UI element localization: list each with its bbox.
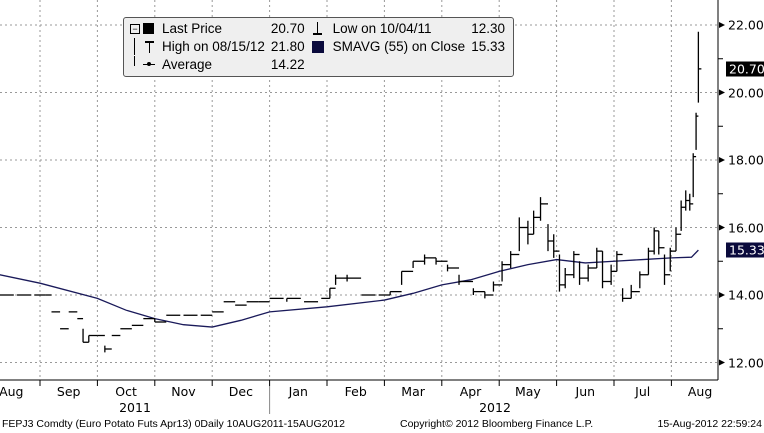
- y-tick-mark: [719, 157, 725, 163]
- legend-last-price-label: Last Price: [162, 21, 223, 36]
- y-tick-mark: [719, 359, 725, 366]
- low-marker: [311, 20, 327, 37]
- average-marker: [130, 56, 156, 73]
- month-label: Sep: [56, 384, 81, 399]
- y-tick-label: 16.00: [728, 220, 764, 235]
- month-label: Aug: [0, 384, 24, 399]
- month-label: Apr: [459, 384, 482, 399]
- sma-swatch-icon: [311, 41, 324, 53]
- month-label: Jan: [288, 384, 308, 399]
- y-tick-mark: [719, 89, 725, 96]
- footer-copyright: Copyright© 2012 Bloomberg Finance L.P.: [400, 418, 594, 430]
- legend-low-value: 12.30: [471, 21, 505, 36]
- y-tick-label: 18.00: [728, 152, 764, 168]
- y-tick-label: 12.00: [728, 355, 764, 370]
- low-marker-base: [312, 33, 322, 35]
- y-tick-label: 20.00: [728, 85, 764, 100]
- footer-timestamp: 15-Aug-2012 22:59:24: [657, 418, 762, 430]
- legend-high-label: High on 08/15/12: [162, 39, 265, 54]
- average-marker-dot: [147, 62, 151, 66]
- y-tick-label: 14.00: [728, 287, 764, 303]
- legend-high-value: 21.80: [270, 39, 305, 54]
- legend-last-price-value: 20.70: [270, 21, 305, 36]
- sma-line: [0, 249, 699, 328]
- month-label: Jul: [635, 384, 651, 399]
- last-price-marker: −: [130, 20, 156, 37]
- month-label: Aug: [687, 384, 713, 399]
- sma-price-tag: 15.33: [726, 242, 764, 258]
- high-marker: [130, 38, 156, 55]
- last-price-tag: 20.70: [726, 61, 764, 77]
- legend-average-label: Average: [162, 57, 213, 72]
- tree-line: [134, 56, 135, 66]
- legend-sma-label: SMAVG (55) on Close: [332, 39, 466, 54]
- month-label: Jun: [575, 384, 596, 399]
- month-label: Feb: [344, 384, 367, 399]
- month-label: Dec: [228, 384, 253, 399]
- y-tick-mark: [719, 292, 725, 298]
- month-label: Nov: [171, 384, 196, 399]
- month-label: Oct: [115, 384, 137, 399]
- high-marker-stem: [149, 41, 150, 53]
- year-label-2012: 2012: [479, 400, 511, 415]
- collapse-icon[interactable]: −: [130, 24, 140, 34]
- year-label-2011: 2011: [119, 400, 151, 415]
- legend-low-label: Low on 10/04/11: [332, 21, 432, 36]
- footer-ticker: FEPJ3 Comdty (Euro Potato Futs Apr13) 0D…: [2, 418, 345, 430]
- legend: − Last Price 20.70 Low on 10/04/11 12.30…: [123, 17, 514, 77]
- legend-sma-value: 15.33: [471, 39, 505, 54]
- legend-average-value: 14.22: [270, 57, 305, 72]
- y-tick-mark: [719, 224, 725, 231]
- tree-line: [134, 38, 135, 55]
- y-tick-mark: [719, 22, 725, 28]
- y-tick-label: 22.00: [728, 17, 764, 33]
- low-marker-icon: [316, 22, 318, 34]
- month-label: Mar: [401, 384, 425, 399]
- last-price-swatch-icon: [143, 23, 154, 34]
- sma-marker: [311, 38, 327, 55]
- month-label: May: [514, 384, 541, 399]
